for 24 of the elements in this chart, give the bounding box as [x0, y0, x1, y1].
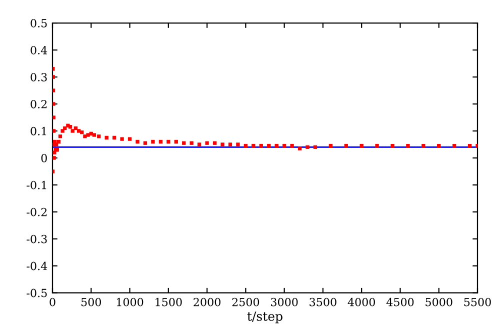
x-tick-label: 1000	[116, 298, 144, 306]
x-tick-label: 5500	[464, 298, 491, 306]
x-tick-label: 500	[81, 298, 101, 306]
x-tick-label: 0	[50, 298, 56, 306]
y-tick-label: 0.3	[30, 72, 47, 82]
x-tick-label: 3000	[271, 298, 298, 306]
y-tick-label: -0.1	[26, 180, 46, 190]
y-tick-label: -0.5	[26, 288, 47, 298]
y-tick-label: 0.2	[30, 100, 47, 108]
y-tick-label: -0.3	[26, 234, 47, 244]
y-tick-label: -0.2	[26, 208, 47, 216]
y-tick-label: 0.1	[30, 126, 46, 136]
y-tick-label: -0.4	[26, 262, 48, 270]
x-axis-title: t/step	[247, 312, 282, 324]
x-tick-label: 2500	[232, 298, 260, 306]
y-tick-label: 0.5	[30, 19, 47, 28]
x-tick-label: 1500	[156, 298, 182, 306]
x-tick-label: 3500	[310, 298, 336, 306]
y-tick-label: 0	[41, 154, 47, 162]
x-tick-label: 2000	[194, 298, 220, 306]
y-tick-label: 0.4	[30, 46, 48, 54]
x-tick-label: 4000	[348, 298, 375, 306]
x-tick-label: 4500	[386, 298, 414, 306]
x-tick-label: 5000	[426, 298, 452, 306]
